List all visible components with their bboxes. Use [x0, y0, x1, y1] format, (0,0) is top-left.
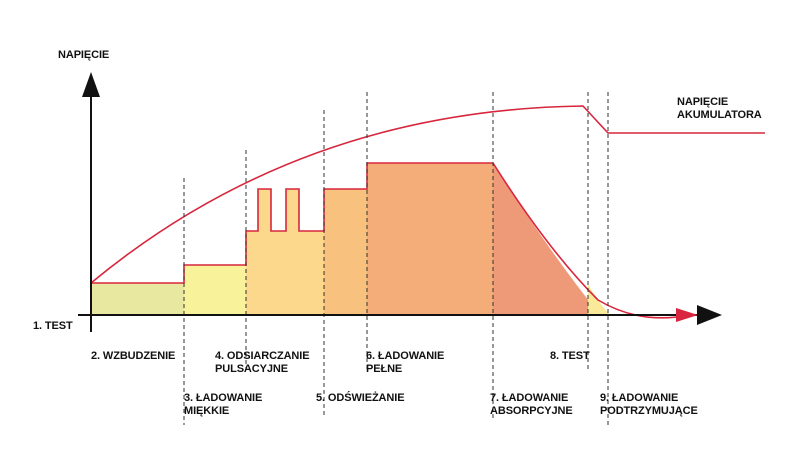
stage-3-fill [184, 265, 246, 315]
stage-2-fill [91, 283, 184, 315]
stage-label-6: 6. ŁADOWANIE PEŁNE [366, 350, 445, 375]
stage-label-8: 8. TEST [550, 350, 590, 362]
x-axis-arrow-icon [697, 305, 722, 325]
y-axis-arrow-icon [82, 72, 100, 97]
stage-6-fill [367, 163, 493, 315]
y-axis-label: NAPIĘCIE [58, 49, 110, 61]
stage-5-fill [324, 189, 367, 315]
stage-4-fill [246, 189, 324, 315]
stage-label-4: 4. ODSIARCZANIE PULSACYJNE [215, 350, 310, 375]
charging-profile-line [91, 162, 691, 319]
stage-7-fill [493, 163, 600, 315]
stage-9-fill [588, 284, 610, 315]
red-arrow-icon [676, 308, 698, 322]
battery-voltage-curve [90, 105, 765, 284]
stage-label-7: 7. ŁADOWANIE ABSORPCYJNE [490, 392, 573, 417]
stage-label-3: 3. ŁADOWANIE MIĘKKIE [184, 392, 263, 417]
stage-label-9: 9. ŁADOWANIE PODTRZYMUJĄCE [600, 392, 698, 417]
stage-label-1: 1. TEST [33, 320, 73, 332]
stage-dividers [183, 92, 609, 425]
stage-label-5: 5. ODŚWIEŻANIE [316, 392, 405, 404]
stage-label-2: 2. WZBUDZENIE [91, 350, 176, 362]
battery-voltage-label: NAPIĘCIE AKUMULATORA [677, 96, 762, 121]
